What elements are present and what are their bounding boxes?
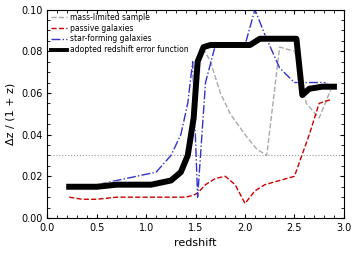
passive galaxies [213, 177, 217, 180]
passive galaxies [253, 189, 257, 193]
mass-limited sample [124, 183, 129, 186]
Line: passive galaxies: passive galaxies [69, 99, 332, 203]
passive galaxies [80, 198, 84, 201]
mass-limited sample [255, 148, 259, 151]
passive galaxies [292, 175, 297, 178]
star-forming galaxies [80, 185, 84, 188]
adopted redshift error function [332, 85, 336, 88]
mass-limited sample [186, 154, 190, 157]
passive galaxies [233, 183, 237, 186]
mass-limited sample [218, 91, 222, 94]
adopted redshift error function [294, 37, 298, 40]
passive galaxies [183, 196, 188, 199]
star-forming galaxies [154, 171, 158, 174]
star-forming galaxies [179, 133, 183, 136]
star-forming galaxies [223, 43, 227, 46]
passive galaxies [95, 198, 99, 201]
star-forming galaxies [134, 175, 139, 178]
star-forming galaxies [233, 43, 237, 46]
mass-limited sample [90, 185, 94, 188]
X-axis label: redshift: redshift [175, 239, 217, 248]
adopted redshift error function [179, 171, 183, 174]
Line: mass-limited sample: mass-limited sample [69, 47, 332, 187]
adopted redshift error function [263, 37, 267, 40]
star-forming galaxies [203, 81, 208, 84]
adopted redshift error function [196, 60, 200, 63]
adopted redshift error function [169, 179, 173, 182]
adopted redshift error function [67, 185, 71, 188]
passive galaxies [134, 196, 139, 199]
adopted redshift error function [95, 185, 99, 188]
passive galaxies [277, 179, 282, 182]
mass-limited sample [200, 45, 205, 49]
mass-limited sample [277, 45, 282, 49]
adopted redshift error function [134, 183, 139, 186]
adopted redshift error function [248, 43, 252, 46]
star-forming galaxies [115, 179, 119, 182]
adopted redshift error function [149, 183, 154, 186]
passive galaxies [191, 194, 196, 197]
mass-limited sample [330, 85, 334, 88]
mass-limited sample [159, 181, 163, 184]
adopted redshift error function [307, 87, 311, 90]
mass-limited sample [208, 60, 213, 63]
star-forming galaxies [277, 66, 282, 69]
passive galaxies [67, 196, 71, 199]
star-forming galaxies [307, 81, 311, 84]
passive galaxies [154, 196, 158, 199]
adopted redshift error function [80, 185, 84, 188]
adopted redshift error function [208, 43, 213, 46]
Line: star-forming galaxies: star-forming galaxies [69, 10, 332, 197]
adopted redshift error function [159, 181, 163, 184]
Legend: mass-limited sample, passive galaxies, star-forming galaxies, adopted redshift e: mass-limited sample, passive galaxies, s… [49, 11, 191, 56]
star-forming galaxies [95, 183, 99, 186]
mass-limited sample [243, 133, 247, 136]
star-forming galaxies [67, 187, 71, 190]
mass-limited sample [304, 102, 308, 105]
passive galaxies [263, 183, 267, 186]
passive galaxies [196, 192, 200, 195]
star-forming galaxies [322, 81, 326, 84]
passive galaxies [330, 98, 334, 101]
mass-limited sample [144, 183, 149, 186]
mass-limited sample [193, 102, 198, 105]
passive galaxies [203, 183, 208, 186]
passive galaxies [115, 196, 119, 199]
adopted redshift error function [320, 85, 324, 88]
star-forming galaxies [263, 33, 267, 36]
star-forming galaxies [253, 8, 257, 11]
passive galaxies [223, 175, 227, 178]
star-forming galaxies [186, 102, 190, 105]
star-forming galaxies [169, 154, 173, 157]
mass-limited sample [75, 185, 79, 188]
adopted redshift error function [300, 93, 305, 97]
adopted redshift error function [191, 116, 196, 119]
mass-limited sample [317, 116, 321, 119]
adopted redshift error function [228, 43, 232, 46]
star-forming galaxies [330, 85, 334, 88]
adopted redshift error function [201, 45, 206, 49]
mass-limited sample [265, 154, 269, 157]
star-forming galaxies [191, 60, 195, 63]
passive galaxies [307, 133, 311, 136]
mass-limited sample [67, 185, 71, 188]
mass-limited sample [105, 183, 109, 186]
passive galaxies [243, 202, 247, 205]
adopted redshift error function [186, 154, 190, 157]
adopted redshift error function [238, 43, 242, 46]
mass-limited sample [228, 112, 232, 115]
star-forming galaxies [243, 43, 247, 46]
mass-limited sample [292, 50, 297, 53]
Y-axis label: Δz / (1 + z): Δz / (1 + z) [6, 83, 16, 145]
Line: adopted redshift error function: adopted redshift error function [69, 39, 334, 187]
star-forming galaxies [196, 196, 200, 199]
star-forming galaxies [213, 43, 217, 46]
star-forming galaxies [292, 81, 297, 84]
mass-limited sample [174, 175, 178, 178]
adopted redshift error function [218, 43, 222, 46]
adopted redshift error function [115, 183, 119, 186]
passive galaxies [174, 196, 178, 199]
passive galaxies [317, 102, 321, 105]
adopted redshift error function [258, 37, 262, 40]
